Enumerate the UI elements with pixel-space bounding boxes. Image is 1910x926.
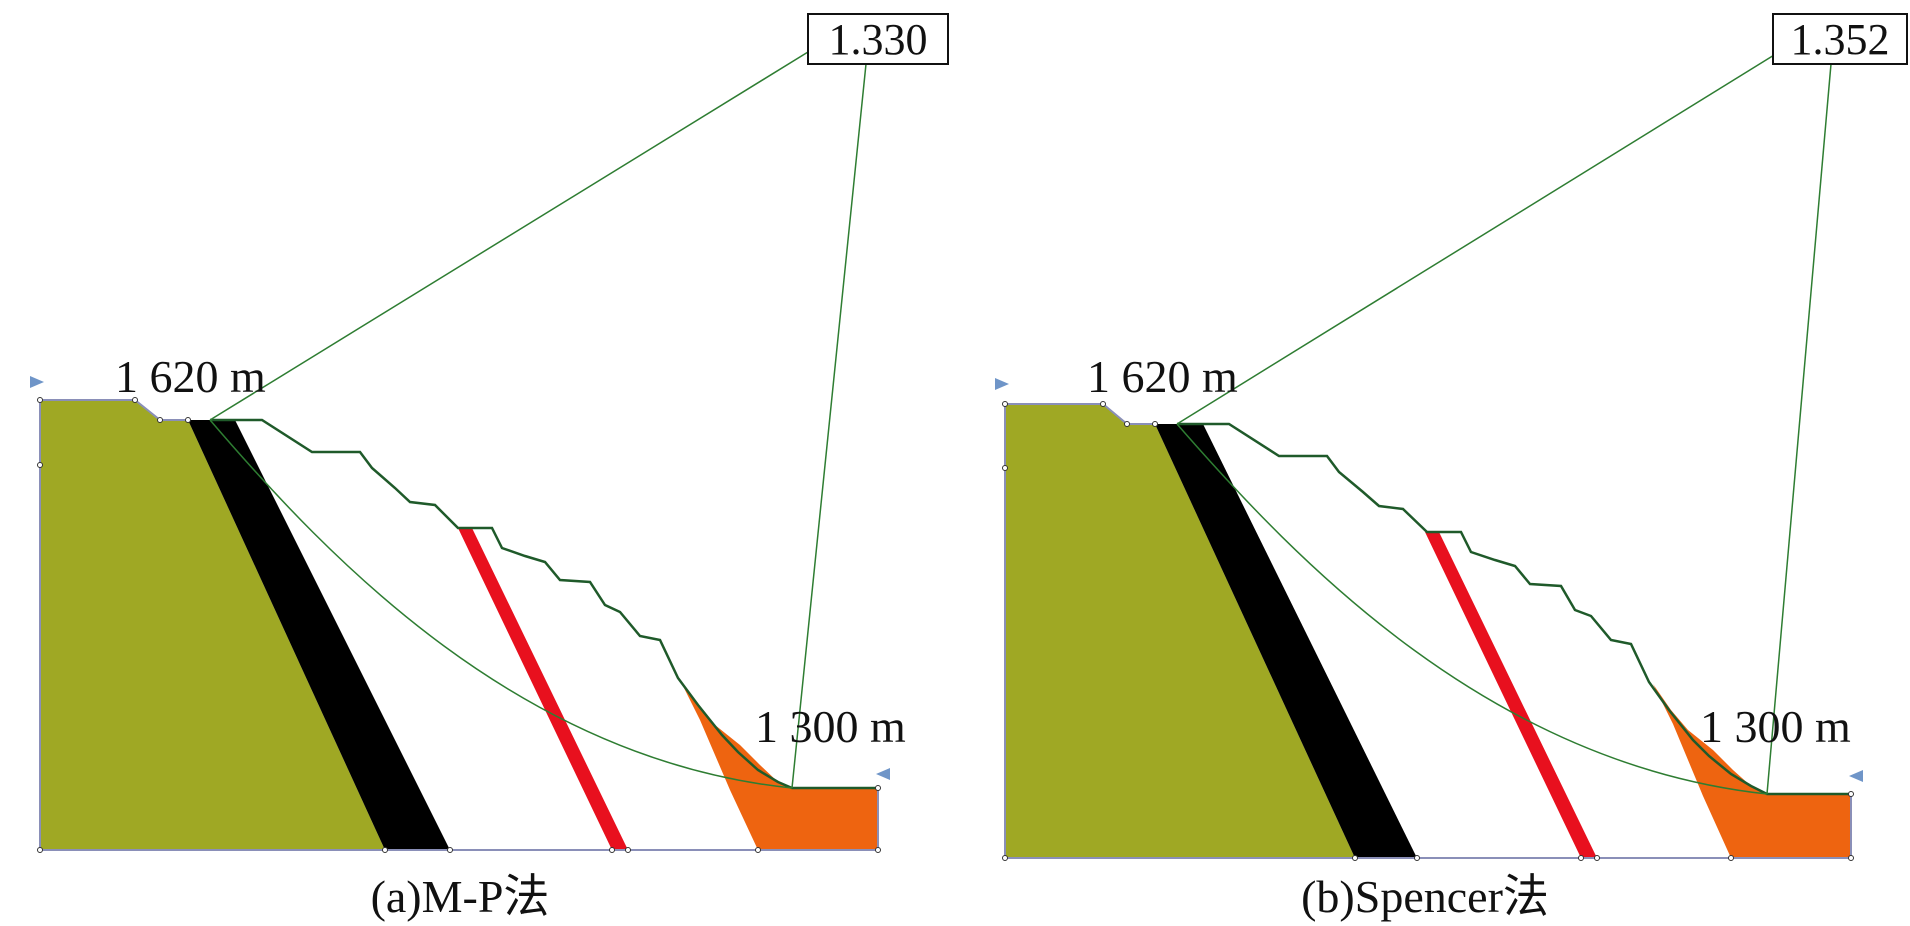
leader-line-left — [209, 51, 809, 421]
bedrock-region — [1005, 404, 1355, 858]
critical-slip-surface — [1176, 423, 1768, 795]
fault-band — [458, 528, 628, 850]
fault-band — [1425, 532, 1597, 858]
model-nodes — [37, 397, 881, 853]
boundary-marker-left — [995, 378, 1009, 390]
slope-panel-b: 1.352 1 620 m 1 300 m (b)Spencer法 — [955, 0, 1910, 926]
fos-value: 1.352 — [1791, 15, 1890, 64]
slope-panel-a: 1.330 1 620 m 1 300 m (a)M-P法 — [30, 13, 949, 922]
critical-slip-surface — [209, 419, 793, 789]
slope-diagram-b: 1.352 1 620 m 1 300 m (b)Spencer法 — [995, 13, 1908, 922]
toe-elevation-label: 1 300 m — [1700, 701, 1851, 752]
deposit-region — [680, 680, 878, 850]
leader-line-right — [791, 63, 867, 789]
fos-box — [1772, 13, 1908, 65]
toe-elevation-label: 1 300 m — [755, 701, 906, 752]
model-nodes — [1002, 401, 1854, 861]
boundary-marker-right — [1849, 770, 1863, 782]
dark-band — [1155, 424, 1417, 858]
top-elevation-label: 1 620 m — [1087, 351, 1238, 402]
bedrock-region — [40, 400, 385, 850]
dark-band — [188, 420, 450, 850]
leader-line-right — [1766, 63, 1832, 795]
panel-caption: (b)Spencer法 — [1301, 871, 1549, 922]
slope-diagram-a: 1.330 1 620 m 1 300 m (a)M-P法 — [30, 13, 949, 922]
panel-caption: (a)M-P法 — [371, 871, 550, 922]
boundary-marker-right — [876, 768, 890, 780]
fos-value: 1.330 — [829, 15, 928, 64]
leader-line-left — [1176, 51, 1780, 425]
top-elevation-label: 1 620 m — [115, 351, 266, 402]
slope-surface — [1177, 422, 1851, 796]
slope-surface — [210, 418, 878, 790]
fos-box — [807, 13, 949, 65]
boundary-marker-left — [30, 376, 44, 388]
deposit-region — [1653, 684, 1851, 858]
